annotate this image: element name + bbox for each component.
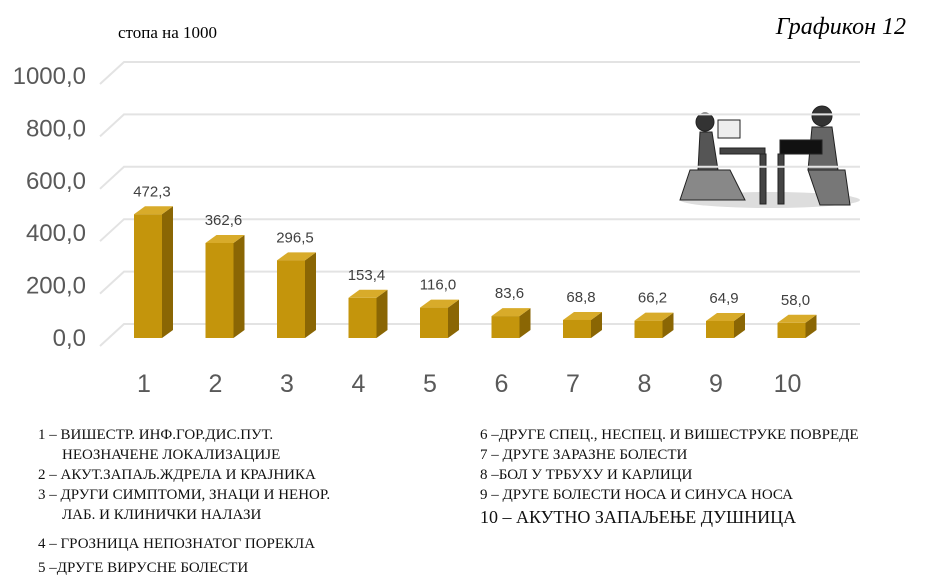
- chart-subtitle: стопа на 1000: [118, 23, 217, 42]
- value-label: 68,8: [566, 289, 595, 306]
- bar: [778, 323, 806, 338]
- bar: [134, 214, 162, 338]
- x-tick-label: 6: [495, 370, 509, 398]
- legend-note: 2 – АКУТ.ЗАПАЉ.ЖДРЕЛА И КРАЈНИКА: [38, 467, 316, 483]
- value-label: 362,6: [205, 212, 243, 229]
- bar: [206, 243, 234, 338]
- x-tick-label: 2: [209, 370, 223, 398]
- legend-note: 5 –ДРУГЕ ВИРУСНЕ БОЛЕСТИ: [38, 560, 248, 576]
- x-tick-label: 4: [352, 370, 366, 398]
- chart: стопа на 1000 Графикон 12 0,0 200,0 400,0 6…: [0, 0, 946, 578]
- y-tick-label: 0,0: [53, 325, 86, 352]
- illustration: [680, 106, 860, 208]
- y-tick-label: 800,0: [26, 115, 86, 142]
- grid-line: [100, 62, 860, 84]
- bar: [706, 321, 734, 338]
- value-label: 58,0: [781, 292, 810, 309]
- x-tick-label: 5: [423, 370, 437, 398]
- chart-title: Графикон 12: [775, 14, 906, 40]
- bar-side: [162, 206, 173, 338]
- bar: [635, 321, 663, 338]
- value-label: 83,6: [495, 285, 524, 302]
- y-tick-label: 600,0: [26, 168, 86, 195]
- x-tick-label: 3: [280, 370, 294, 398]
- legend-note: 9 – ДРУГЕ БОЛЕСТИ НОСА И СИНУСА НОСА: [480, 487, 793, 503]
- value-label: 64,9: [709, 290, 738, 307]
- grid-line: [100, 167, 860, 189]
- legend-note: 1 – ВИШЕСТР. ИНФ.ГОР.ДИС.ПУТ.: [38, 427, 273, 443]
- bar-side: [377, 290, 388, 338]
- bar-side: [305, 252, 316, 338]
- value-label: 472,3: [133, 183, 171, 200]
- legend-note: 3 – ДРУГИ СИМПТОМИ, ЗНАЦИ И НЕНОР.: [38, 487, 330, 503]
- y-tick-label: 400,0: [26, 220, 86, 247]
- x-tick-label: 7: [566, 370, 580, 398]
- bar: [563, 320, 591, 338]
- bar: [420, 308, 448, 338]
- bar-side: [234, 235, 245, 338]
- x-tick-label: 1: [137, 370, 151, 398]
- value-label: 296,5: [276, 229, 314, 246]
- value-label: 66,2: [638, 290, 667, 307]
- legend-note: 6 –ДРУГЕ СПЕЦ., НЕСПЕЦ. И ВИШЕСТРУКЕ ПОВ…: [480, 427, 859, 443]
- y-tick-label: 200,0: [26, 273, 86, 300]
- legend-note: 8 –БОЛ У ТРБУХУ И КАРЛИЦИ: [480, 467, 693, 483]
- x-tick-label: 10: [774, 370, 802, 398]
- x-tick-label: 8: [638, 370, 652, 398]
- y-tick-label: 1000,0: [13, 63, 86, 90]
- legend-note: 4 – ГРОЗНИЦА НЕПОЗНАТОГ ПОРЕКЛА: [38, 536, 315, 552]
- bar: [492, 316, 520, 338]
- x-tick-label: 9: [709, 370, 723, 398]
- value-label: 153,4: [348, 267, 386, 284]
- legend-note: ЛАБ. И КЛИНИЧКИ НАЛАЗИ: [62, 507, 262, 523]
- bar: [277, 260, 305, 338]
- legend-note: 7 – ДРУГЕ ЗАРАЗНЕ БОЛЕСТИ: [480, 447, 687, 463]
- grid-line: [100, 114, 860, 136]
- legend-note: НЕОЗНАЧЕНЕ ЛОКАЛИЗАЦИЈЕ: [62, 447, 280, 463]
- bar: [349, 298, 377, 338]
- legend-note: 10 – АКУТНО ЗАПАЉЕЊЕ ДУШНИЦА: [480, 507, 796, 527]
- value-label: 116,0: [420, 277, 456, 294]
